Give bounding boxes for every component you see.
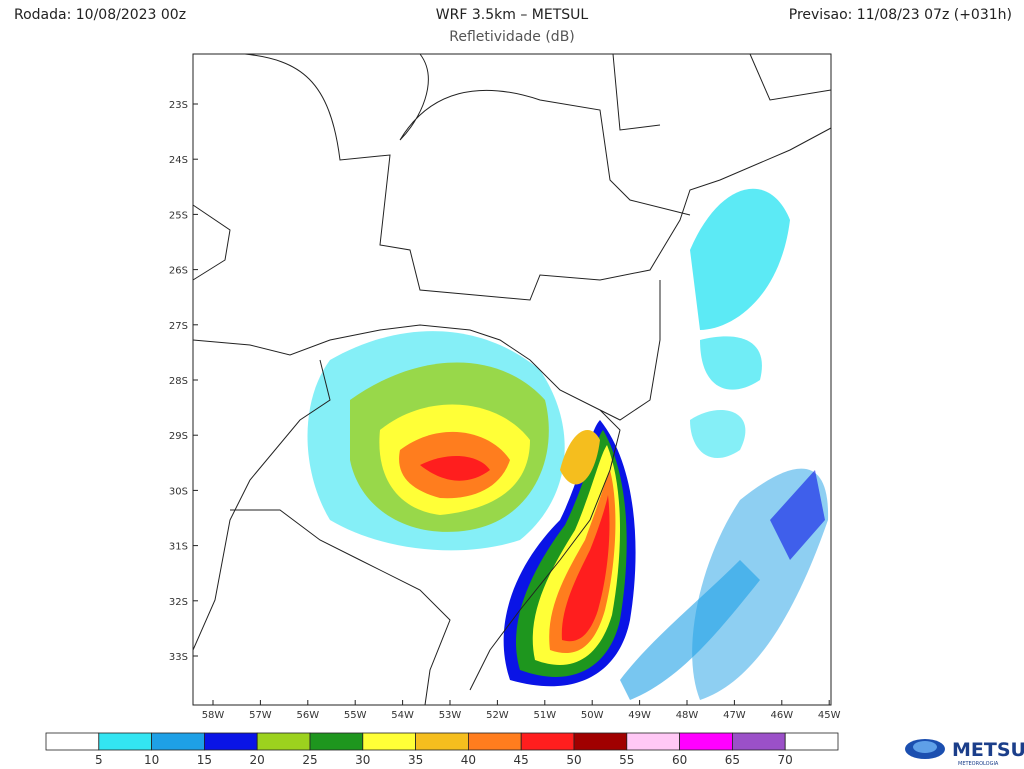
- borders: [192, 53, 832, 706]
- colorbar-label: 65: [725, 753, 740, 767]
- radar-field: [307, 188, 829, 700]
- lon-label: 56W: [296, 710, 319, 721]
- colorbar-label: 45: [514, 753, 529, 767]
- colorbar-cell: [784, 732, 839, 751]
- colorbar-cell: [45, 732, 100, 751]
- lon-label: 55W: [344, 710, 367, 721]
- lat-label: 29S: [169, 431, 188, 442]
- colorbar-label: 50: [566, 753, 581, 767]
- colorbar-label: 5: [95, 753, 103, 767]
- lon-label: 48W: [676, 710, 699, 721]
- colorbar-cell: [415, 732, 469, 751]
- lon-label: 47W: [723, 710, 746, 721]
- colorbar-label: 60: [672, 753, 687, 767]
- colorbar-cell: [626, 732, 680, 751]
- colorbar-cell: [98, 732, 153, 751]
- lon-label: 45W: [818, 710, 841, 721]
- lat-label: 30S: [169, 486, 188, 497]
- colorbar-cell: [203, 732, 258, 751]
- colorbar-cell: [362, 732, 416, 751]
- logo: METSUL METEOROLOGIA: [905, 739, 1024, 767]
- lon-label: 51W: [533, 710, 556, 721]
- colorbar-label: 30: [355, 753, 370, 767]
- lon-label: 57W: [249, 710, 272, 721]
- subtitle: Refletividade (dB): [449, 29, 575, 45]
- colorbar-label: 70: [778, 753, 793, 767]
- lon-label: 52W: [486, 710, 509, 721]
- lon-label: 53W: [439, 710, 462, 721]
- colorbar-cell: [309, 732, 364, 751]
- lon-label: 58W: [202, 710, 225, 721]
- logo-name: METSUL: [952, 739, 1024, 761]
- title: WRF 3.5km – METSUL: [436, 7, 589, 23]
- lat-label: 26S: [169, 266, 188, 277]
- lon-label: 46W: [770, 710, 793, 721]
- lat-label: 23S: [169, 100, 188, 111]
- lat-label: 24S: [169, 155, 188, 166]
- colorbar-cell: [732, 732, 786, 751]
- lat-label: 33S: [169, 652, 188, 663]
- colorbar-label: 35: [408, 753, 423, 767]
- colorbar-cell: [520, 732, 575, 751]
- lon-label: 50W: [581, 710, 604, 721]
- lat-label: 32S: [169, 597, 188, 608]
- colorbar-cell: [573, 732, 628, 751]
- lat-label: 31S: [169, 542, 188, 553]
- run-label: Rodada: 10/08/2023 00z: [14, 7, 186, 23]
- colorbar-cell: [151, 732, 205, 751]
- logo-tagline: METEOROLOGIA: [958, 761, 999, 767]
- colorbar-label: 20: [250, 753, 265, 767]
- colorbar-label: 25: [302, 753, 317, 767]
- colorbar-label: 10: [144, 753, 159, 767]
- lon-label: 54W: [391, 710, 414, 721]
- colorbar-cell: [679, 732, 733, 751]
- colorbar-label: 55: [619, 753, 634, 767]
- colorbar-label: 15: [197, 753, 212, 767]
- colorbar-label: 40: [461, 753, 476, 767]
- colorbar-cell: [256, 732, 311, 751]
- colorbar-cell: [467, 732, 522, 751]
- forecast-label: Previsao: 11/08/23 07z (+031h): [789, 7, 1012, 23]
- lon-label: 49W: [628, 710, 651, 721]
- lat-label: 28S: [169, 376, 188, 387]
- lat-label: 25S: [169, 210, 188, 221]
- lat-label: 27S: [169, 321, 188, 332]
